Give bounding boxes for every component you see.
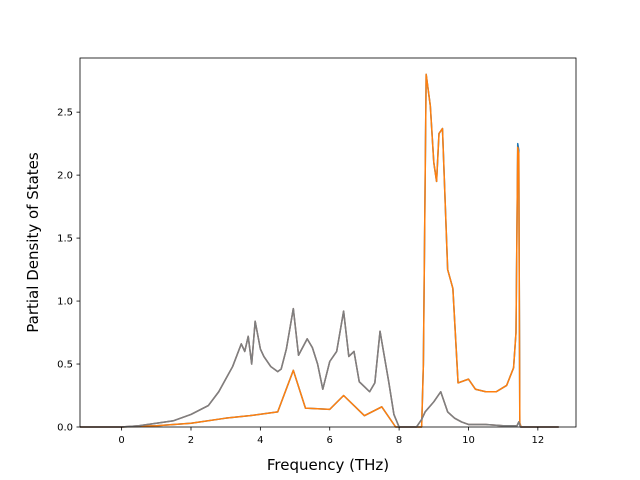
x-tick-label: 0 xyxy=(118,435,124,446)
y-axis-label: Partial Density of States xyxy=(24,152,42,333)
y-tick-label: 2.5 xyxy=(57,108,73,119)
y-tick-label: 1.5 xyxy=(57,234,73,245)
tick-layer: 0 2 4 6 8 10 12 0.0 0.5 1.0 1.5 2.0 2.5 xyxy=(57,108,544,446)
y-tick-label: 1.0 xyxy=(57,297,73,308)
x-tick-label: 2 xyxy=(188,435,194,446)
series-line-4 xyxy=(80,307,559,428)
x-tick-label: 10 xyxy=(462,435,475,446)
y-tick-label: 2.0 xyxy=(57,171,73,182)
x-tick-label: 4 xyxy=(257,435,263,446)
plot-frame xyxy=(79,57,577,428)
y-tick-label: 0.5 xyxy=(57,360,73,371)
x-tick-label: 6 xyxy=(327,435,333,446)
x-axis-label: Frequency (THz) xyxy=(267,456,389,474)
series-line-2 xyxy=(80,73,559,428)
x-tick-label: 8 xyxy=(396,435,402,446)
series-layer xyxy=(80,73,559,428)
x-tick-label: 12 xyxy=(531,435,544,446)
y-tick-label: 0.0 xyxy=(57,423,73,434)
